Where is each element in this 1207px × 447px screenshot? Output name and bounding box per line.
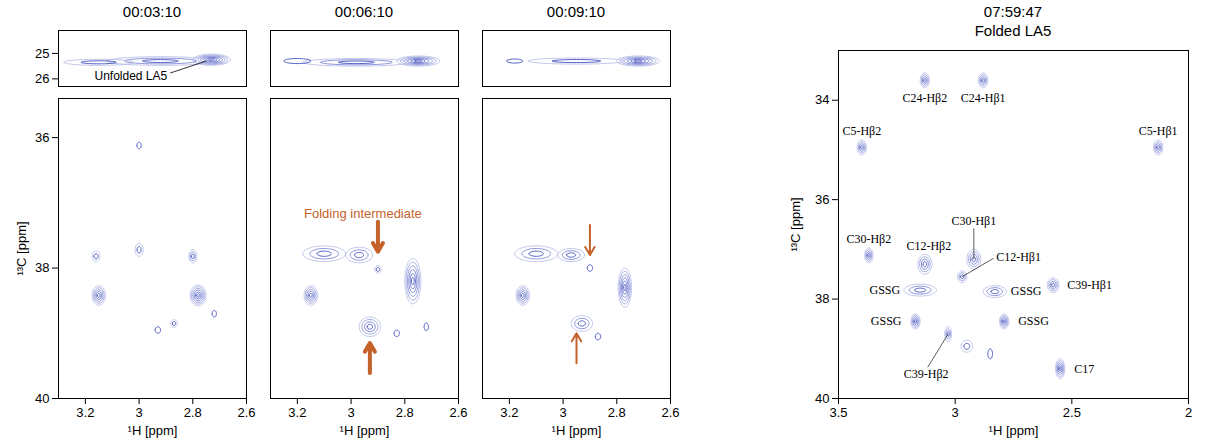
svg-text:¹H [ppm]: ¹H [ppm]: [128, 423, 178, 438]
svg-text:2: 2: [1185, 405, 1192, 420]
svg-text:2.8: 2.8: [608, 405, 626, 420]
svg-text:Folding intermediate: Folding intermediate: [304, 206, 422, 221]
svg-text:Unfolded LA5: Unfolded LA5: [94, 69, 167, 83]
svg-text:34: 34: [815, 92, 829, 107]
svg-text:40: 40: [35, 391, 49, 406]
svg-text:38: 38: [35, 260, 49, 275]
svg-text:¹³C [ppm]: ¹³C [ppm]: [14, 221, 29, 275]
svg-text:C17: C17: [1074, 362, 1094, 376]
svg-text:C30-Hβ1: C30-Hβ1: [951, 214, 996, 228]
svg-text:¹H [ppm]: ¹H [ppm]: [552, 423, 602, 438]
svg-text:GSSG: GSSG: [871, 314, 902, 328]
svg-text:C5-Hβ1: C5-Hβ1: [1139, 124, 1178, 138]
svg-text:2.8: 2.8: [396, 405, 414, 420]
svg-text:C39-Hβ1: C39-Hβ1: [1067, 278, 1112, 292]
svg-text:C24-Hβ2: C24-Hβ2: [902, 91, 947, 105]
svg-text:C5-Hβ2: C5-Hβ2: [842, 124, 881, 138]
svg-text:2.6: 2.6: [237, 405, 255, 420]
html-text:07:59:47: 07:59:47: [983, 3, 1043, 20]
svg-text:3.5: 3.5: [829, 405, 847, 420]
svg-text:36: 36: [815, 192, 829, 207]
html-text:00:09:10: 00:09:10: [546, 3, 606, 20]
svg-text:C24-Hβ1: C24-Hβ1: [961, 91, 1006, 105]
svg-text:3.2: 3.2: [76, 405, 94, 420]
svg-text:C39-Hβ2: C39-Hβ2: [904, 367, 949, 381]
svg-text:3: 3: [559, 405, 566, 420]
svg-text:3: 3: [347, 405, 354, 420]
svg-text:2.8: 2.8: [184, 405, 202, 420]
html-text:00:06:10: 00:06:10: [334, 3, 394, 20]
svg-text:GSSG: GSSG: [1018, 314, 1049, 328]
svg-text:GSSG: GSSG: [869, 283, 900, 297]
svg-text:36: 36: [35, 130, 49, 145]
svg-text:38: 38: [815, 291, 829, 306]
svg-text:2.6: 2.6: [661, 405, 679, 420]
svg-text:¹³C [ppm]: ¹³C [ppm]: [788, 197, 803, 251]
svg-text:C12-Hβ2: C12-Hβ2: [906, 239, 951, 253]
svg-text:40: 40: [815, 391, 829, 406]
svg-text:3: 3: [952, 405, 959, 420]
svg-text:3: 3: [135, 405, 142, 420]
svg-text:¹H [ppm]: ¹H [ppm]: [340, 423, 390, 438]
svg-text:26: 26: [35, 71, 49, 86]
svg-text:GSSG: GSSG: [1011, 284, 1042, 298]
svg-text:C12-Hβ1: C12-Hβ1: [996, 250, 1041, 264]
html-text:00:03:10: 00:03:10: [122, 3, 182, 20]
svg-text:25: 25: [35, 46, 49, 61]
svg-text:3.2: 3.2: [500, 405, 518, 420]
svg-text:¹H [ppm]: ¹H [ppm]: [989, 423, 1039, 438]
svg-text:3.2: 3.2: [288, 405, 306, 420]
svg-text:2.5: 2.5: [1063, 405, 1081, 420]
svg-text:C30-Hβ2: C30-Hβ2: [846, 232, 891, 246]
html-text:Folded LA5: Folded LA5: [974, 22, 1052, 39]
svg-text:2.6: 2.6: [449, 405, 467, 420]
